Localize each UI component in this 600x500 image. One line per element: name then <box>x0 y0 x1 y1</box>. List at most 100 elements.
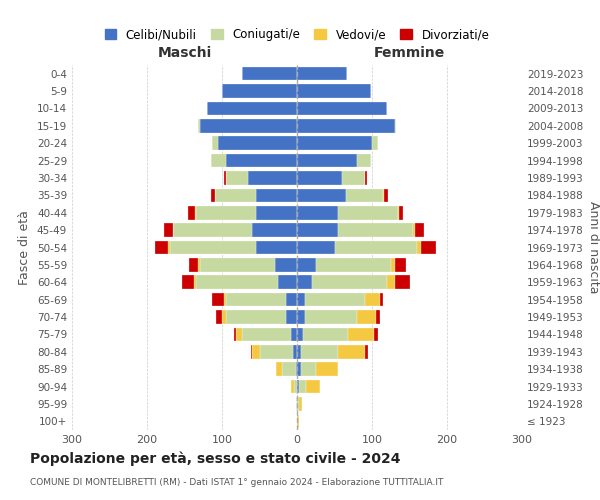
Bar <box>276 362 282 376</box>
Bar <box>260 345 293 358</box>
Bar <box>338 206 398 220</box>
Bar <box>216 310 222 324</box>
Bar <box>236 328 242 341</box>
Bar <box>282 362 296 376</box>
Bar <box>207 102 297 115</box>
Bar <box>398 206 399 220</box>
Bar <box>291 380 294 394</box>
Bar <box>415 224 424 237</box>
Bar <box>189 258 198 272</box>
Bar <box>301 362 316 376</box>
Bar <box>286 310 297 324</box>
Bar <box>256 188 297 202</box>
Bar <box>226 154 297 168</box>
Bar <box>374 328 378 341</box>
Legend: Celibi/Nubili, Coniugati/e, Vedovi/e, Divorziati/e: Celibi/Nubili, Coniugati/e, Vedovi/e, Di… <box>100 24 494 46</box>
Bar <box>399 206 403 220</box>
Bar <box>297 310 305 324</box>
Bar <box>421 240 436 254</box>
Bar <box>293 345 297 358</box>
Bar <box>242 67 297 80</box>
Bar <box>413 224 415 237</box>
Bar <box>301 345 338 358</box>
Bar <box>222 310 226 324</box>
Bar <box>299 380 306 394</box>
Bar <box>299 397 302 410</box>
Bar <box>297 276 312 289</box>
Bar <box>223 293 226 306</box>
Text: Popolazione per età, sesso e stato civile - 2024: Popolazione per età, sesso e stato civil… <box>30 451 401 466</box>
Bar <box>297 84 371 98</box>
Bar <box>387 276 395 289</box>
Bar <box>291 328 297 341</box>
Bar <box>170 240 256 254</box>
Bar <box>303 328 348 341</box>
Bar <box>297 397 299 410</box>
Bar <box>211 188 215 202</box>
Y-axis label: Fasce di età: Fasce di età <box>19 210 31 285</box>
Bar <box>296 397 297 410</box>
Bar <box>256 206 297 220</box>
Bar <box>242 328 291 341</box>
Bar <box>226 171 248 185</box>
Bar <box>338 345 365 358</box>
Bar <box>173 224 252 237</box>
Bar <box>251 345 252 358</box>
Bar <box>357 310 376 324</box>
Bar <box>218 136 297 150</box>
Bar <box>215 188 256 202</box>
Bar <box>196 276 278 289</box>
Bar <box>193 276 196 289</box>
Bar <box>294 380 297 394</box>
Bar <box>297 188 346 202</box>
Bar <box>297 224 338 237</box>
Bar <box>297 380 299 394</box>
Bar <box>195 206 196 220</box>
Bar <box>256 240 297 254</box>
Bar <box>297 414 299 428</box>
Bar <box>297 171 342 185</box>
Bar <box>306 380 320 394</box>
Bar <box>168 240 170 254</box>
Text: Femmine: Femmine <box>374 46 445 60</box>
Bar <box>252 224 297 237</box>
Y-axis label: Anni di nascita: Anni di nascita <box>587 201 600 294</box>
Bar <box>342 171 365 185</box>
Bar <box>357 154 371 168</box>
Bar <box>286 293 297 306</box>
Bar <box>395 276 409 289</box>
Bar <box>297 67 347 80</box>
Bar <box>380 293 383 306</box>
Bar <box>297 258 316 272</box>
Bar <box>212 293 223 306</box>
Bar <box>338 224 413 237</box>
Bar <box>391 258 395 272</box>
Bar <box>297 136 372 150</box>
Bar <box>297 119 395 132</box>
Bar <box>376 310 380 324</box>
Bar <box>312 276 387 289</box>
Text: Maschi: Maschi <box>157 46 212 60</box>
Bar <box>252 345 260 358</box>
Bar <box>182 276 193 289</box>
Bar <box>297 206 338 220</box>
Bar <box>297 154 357 168</box>
Bar <box>198 119 199 132</box>
Bar <box>212 136 218 150</box>
Bar <box>297 362 301 376</box>
Bar <box>365 293 380 306</box>
Bar <box>296 362 297 376</box>
Bar <box>335 240 417 254</box>
Bar <box>297 345 301 358</box>
Bar <box>163 224 173 237</box>
Bar <box>226 310 286 324</box>
Bar <box>248 171 297 185</box>
Bar <box>395 119 396 132</box>
Bar <box>316 258 391 272</box>
Bar <box>417 240 421 254</box>
Bar <box>297 293 305 306</box>
Bar <box>383 188 384 202</box>
Bar <box>199 258 275 272</box>
Bar <box>275 258 297 272</box>
Bar <box>155 240 168 254</box>
